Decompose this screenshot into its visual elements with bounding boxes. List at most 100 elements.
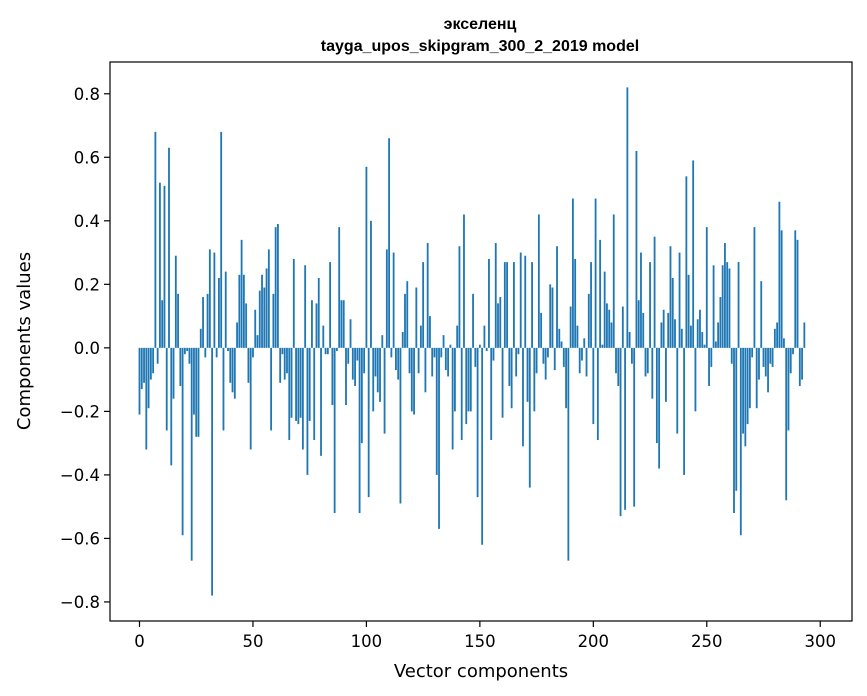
bar bbox=[336, 347, 338, 352]
bar bbox=[320, 347, 322, 456]
bar bbox=[751, 347, 754, 358]
bar bbox=[238, 274, 241, 348]
bar bbox=[651, 347, 654, 399]
bar bbox=[252, 347, 254, 358]
bar bbox=[292, 258, 295, 348]
bar bbox=[590, 262, 592, 348]
bar bbox=[231, 347, 234, 393]
bar bbox=[379, 347, 381, 402]
bar bbox=[415, 287, 418, 348]
bar bbox=[692, 160, 695, 348]
bar bbox=[163, 185, 166, 348]
bar bbox=[760, 281, 763, 348]
bar bbox=[551, 287, 554, 348]
bar bbox=[633, 347, 636, 507]
x-tick-label: 250 bbox=[691, 632, 723, 651]
bar bbox=[245, 303, 248, 348]
bar bbox=[478, 344, 481, 348]
y-tick-label: −0.8 bbox=[60, 593, 100, 612]
bar bbox=[381, 335, 384, 348]
bar bbox=[240, 239, 243, 348]
y-axis-label: Components values bbox=[14, 252, 35, 430]
y-tick-label: 0.6 bbox=[74, 148, 100, 167]
bar bbox=[413, 347, 415, 415]
bar bbox=[796, 239, 799, 348]
y-tick-label: −0.6 bbox=[60, 529, 100, 548]
bar bbox=[778, 201, 781, 348]
bar bbox=[481, 347, 484, 545]
bar bbox=[213, 252, 216, 348]
bar bbox=[649, 262, 651, 348]
bar bbox=[218, 277, 220, 348]
bar bbox=[410, 347, 413, 412]
bar bbox=[374, 347, 377, 377]
bar bbox=[313, 347, 316, 440]
bar bbox=[236, 322, 238, 348]
bar bbox=[376, 347, 379, 393]
bar bbox=[710, 347, 713, 367]
bar bbox=[465, 347, 468, 425]
bar bbox=[526, 347, 529, 402]
bar bbox=[460, 347, 463, 440]
bar bbox=[188, 347, 191, 364]
bar bbox=[776, 322, 779, 348]
bar bbox=[406, 281, 409, 348]
bar bbox=[608, 309, 611, 348]
bar bbox=[628, 331, 631, 348]
bar bbox=[301, 347, 304, 450]
bar bbox=[385, 249, 388, 348]
bar bbox=[227, 347, 229, 352]
bar bbox=[388, 138, 391, 348]
bar bbox=[490, 347, 493, 440]
bar bbox=[261, 274, 263, 348]
bar bbox=[308, 347, 311, 421]
bar bbox=[326, 347, 329, 355]
bar bbox=[440, 347, 443, 358]
bar bbox=[476, 347, 479, 498]
bar bbox=[615, 347, 617, 374]
bar bbox=[642, 312, 645, 348]
bar bbox=[331, 347, 334, 406]
bar bbox=[755, 347, 758, 409]
bar bbox=[798, 347, 801, 386]
bar bbox=[349, 319, 352, 348]
bar bbox=[279, 347, 282, 383]
bar bbox=[340, 300, 343, 348]
bar bbox=[687, 274, 690, 348]
bar bbox=[458, 246, 461, 348]
bar bbox=[485, 347, 488, 352]
bar bbox=[170, 347, 173, 466]
bar bbox=[508, 347, 511, 386]
bar bbox=[789, 347, 792, 374]
bar bbox=[792, 347, 794, 355]
bar bbox=[558, 328, 561, 348]
bar bbox=[181, 347, 184, 536]
bar bbox=[544, 347, 547, 380]
y-tick-label: 0.0 bbox=[74, 339, 100, 358]
bar bbox=[206, 293, 209, 348]
bar bbox=[785, 347, 788, 501]
bar bbox=[658, 347, 661, 469]
bar bbox=[211, 347, 214, 596]
bar bbox=[644, 347, 647, 377]
bar bbox=[506, 262, 509, 348]
bar bbox=[517, 347, 520, 355]
bar bbox=[592, 347, 595, 425]
bar bbox=[737, 262, 740, 348]
bar bbox=[367, 347, 370, 498]
bar bbox=[499, 297, 502, 348]
bar bbox=[263, 287, 266, 348]
bar bbox=[317, 277, 320, 348]
bar bbox=[533, 347, 536, 412]
bar bbox=[574, 258, 577, 348]
bar bbox=[780, 230, 783, 348]
bar bbox=[583, 338, 586, 348]
bar bbox=[186, 347, 189, 352]
bar bbox=[540, 312, 543, 348]
bar bbox=[408, 347, 411, 374]
bar bbox=[270, 347, 273, 431]
bar bbox=[152, 347, 155, 374]
bar bbox=[435, 347, 438, 475]
bar bbox=[606, 303, 608, 348]
